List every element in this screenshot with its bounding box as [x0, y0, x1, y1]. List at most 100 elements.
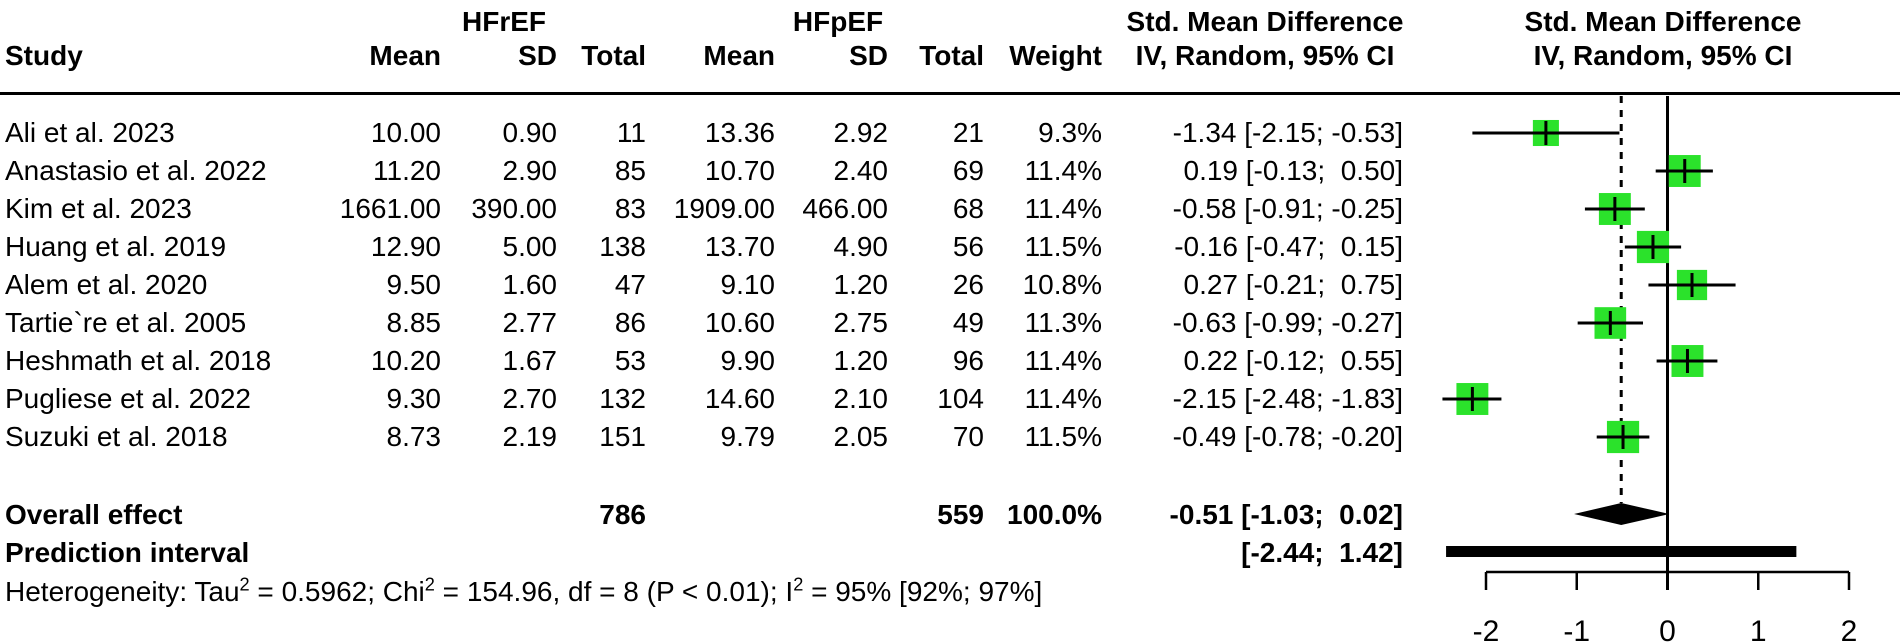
- hfref-total: 86: [614, 307, 646, 338]
- hfref-mean: 8.85: [386, 307, 442, 338]
- hfref-total: 47: [614, 269, 646, 300]
- overall-hfpef-total: 559: [937, 499, 984, 530]
- hfref-sd: 0.90: [502, 117, 558, 148]
- study-name: Huang et al. 2019: [5, 231, 227, 262]
- smd-text-column-title: Std. Mean Difference: [1126, 6, 1404, 37]
- group-header-hfpef: HFpEF: [792, 6, 884, 37]
- hfpef-total: 69: [952, 155, 984, 186]
- col-header-weight: Weight: [1009, 40, 1102, 71]
- hfref-mean: 11.20: [373, 155, 441, 186]
- study-row: Pugliese et al. 2022 9.30 2.70 132 14.60 2.10…: [0, 380, 1900, 418]
- hfref-mean: 1661.00: [339, 193, 441, 224]
- study-name: Ali et al. 2023: [5, 117, 175, 148]
- hfpef-total: 104: [937, 383, 984, 414]
- hfref-total: 83: [614, 193, 646, 224]
- study-row: Huang et al. 2019 12.90 5.00 138 13.70 4.90 56…: [0, 228, 1900, 266]
- weight: 11.4%: [1024, 345, 1102, 376]
- hfref-sd: 1.60: [502, 269, 558, 300]
- hfpef-mean: 10.60: [704, 307, 775, 338]
- study-name: Kim et al. 2023: [5, 193, 192, 224]
- overall-smd-ci: -0.51 [-1.03; 0.02]: [1169, 499, 1403, 530]
- heterogeneity-row: Heterogeneity: Tau2 = 0.5962; Chi2 = 154…: [0, 573, 1900, 611]
- hfpef-mean: 9.79: [720, 421, 776, 452]
- hfpef-total: 70: [952, 421, 984, 452]
- col-header-hfpef-mean: Mean: [703, 40, 775, 71]
- hfpef-sd: 2.40: [833, 155, 889, 186]
- overall-diamond: [1574, 503, 1670, 525]
- hfpef-total: 26: [952, 269, 984, 300]
- hfref-sd: 2.70: [502, 383, 558, 414]
- smd-ci: -0.63 [-0.99; -0.27]: [1172, 307, 1403, 338]
- hfpef-sd: 466.00: [802, 193, 888, 224]
- study-name: Alem et al. 2020: [5, 269, 208, 300]
- x-axis-tick-label: 2: [1841, 615, 1858, 643]
- hfpef-total: 56: [952, 231, 984, 262]
- smd-text-column-subtitle: IV, Random, 95% CI: [1135, 40, 1395, 71]
- hfref-total: 151: [599, 421, 646, 452]
- study-row: Ali et al. 2023 10.00 0.90 11 13.36 2.92 21 9.3…: [0, 114, 1900, 152]
- study-row: Kim et al. 2023 1661.00 390.00 83 1909.00 466…: [0, 190, 1900, 228]
- study-row: Alem et al. 2020 9.50 1.60 47 9.10 1.20 26 10.8…: [0, 266, 1900, 304]
- overall-effect-row: Overall effect 786 559 100.0% -0.51 [-1.…: [0, 496, 1900, 534]
- hfpef-mean: 10.70: [704, 155, 775, 186]
- group-header-hfref: HFrEF: [462, 6, 546, 37]
- hfref-mean: 12.90: [370, 231, 441, 262]
- weight: 11.4%: [1024, 383, 1102, 414]
- hfpef-sd: 2.92: [833, 117, 889, 148]
- hfref-sd: 2.77: [502, 307, 558, 338]
- smd-ci: -1.34 [-2.15; -0.53]: [1172, 117, 1403, 148]
- weight: 10.8%: [1022, 269, 1102, 300]
- weight: 11.4%: [1024, 155, 1102, 186]
- prediction-interval-ci: [-2.44; 1.42]: [1241, 537, 1403, 568]
- hfpef-sd: 2.10: [833, 383, 889, 414]
- hfref-mean: 9.30: [386, 383, 442, 414]
- col-header-hfref-mean: Mean: [369, 40, 441, 71]
- hfref-mean: 10.20: [370, 345, 441, 376]
- study-row: Suzuki et al. 2018 8.73 2.19 151 9.79 2.05 70 1…: [0, 418, 1900, 456]
- hfref-sd: 390.00: [471, 193, 557, 224]
- smd-ci: -0.49 [-0.78; -0.20]: [1172, 421, 1403, 452]
- study-name: Suzuki et al. 2018: [5, 421, 228, 452]
- hfpef-total: 49: [952, 307, 984, 338]
- col-header-hfref-sd: SD: [518, 40, 557, 71]
- header-divider: [0, 92, 1900, 95]
- prediction-interval-bar: [1446, 546, 1797, 557]
- overall-weight: 100.0%: [1007, 499, 1102, 530]
- heterogeneity-text: Heterogeneity: Tau2 = 0.5962; Chi2 = 154…: [5, 574, 1043, 607]
- study-row: Heshmath et al. 2018 10.20 1.67 53 9.90 1.20 9…: [0, 342, 1900, 380]
- hfpef-mean: 9.10: [720, 269, 776, 300]
- x-axis-tick-label: 1: [1750, 615, 1767, 643]
- hfref-total: 138: [599, 231, 646, 262]
- smd-ci: -2.15 [-2.48; -1.83]: [1172, 383, 1403, 414]
- hfpef-mean: 9.90: [720, 345, 776, 376]
- hfref-mean: 10.00: [370, 117, 441, 148]
- hfref-total: 85: [614, 155, 646, 186]
- weight: 11.3%: [1024, 307, 1102, 338]
- hfpef-mean: 13.36: [704, 117, 775, 148]
- smd-ci: 0.22 [-0.12; 0.55]: [1175, 345, 1403, 376]
- hfref-sd: 2.19: [502, 421, 558, 452]
- hfpef-mean: 14.60: [704, 383, 775, 414]
- study-name: Tartie`re et al. 2005: [5, 307, 247, 338]
- study-name: Anastasio et al. 2022: [5, 155, 267, 186]
- study-name: Heshmath et al. 2018: [5, 345, 272, 376]
- hfpef-sd: 2.75: [833, 307, 889, 338]
- hfpef-mean: 13.70: [704, 231, 775, 262]
- hfref-sd: 1.67: [502, 345, 558, 376]
- overall-effect-label: Overall effect: [5, 499, 183, 530]
- x-axis-tick-label: -1: [1563, 615, 1590, 643]
- weight: 9.3%: [1038, 117, 1102, 148]
- col-header-hfref-total: Total: [581, 40, 646, 71]
- hfref-sd: 2.90: [502, 155, 558, 186]
- prediction-interval-label: Prediction interval: [5, 537, 250, 568]
- smd-plot-column-subtitle: IV, Random, 95% CI: [1533, 40, 1793, 71]
- hfpef-total: 96: [952, 345, 984, 376]
- hfpef-sd: 4.90: [833, 231, 889, 262]
- hfref-mean: 9.50: [386, 269, 442, 300]
- smd-ci: 0.19 [-0.13; 0.50]: [1175, 155, 1403, 186]
- smd-ci: -0.58 [-0.91; -0.25]: [1172, 193, 1403, 224]
- study-name: Pugliese et al. 2022: [5, 383, 251, 414]
- weight: 11.5%: [1024, 421, 1102, 452]
